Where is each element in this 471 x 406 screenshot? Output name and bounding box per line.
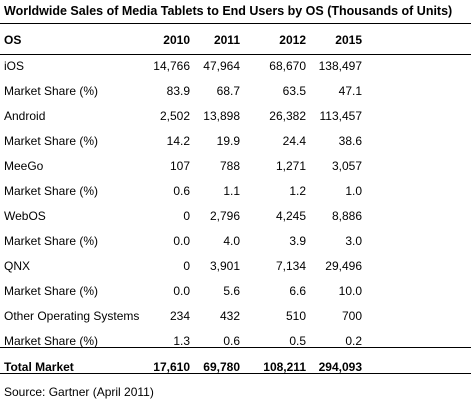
units-value-2012: 26,382 (269, 108, 306, 123)
os-name: MeeGo (4, 158, 44, 173)
share-value-2012: 63.5 (282, 83, 306, 98)
units-value-2010: 0 (183, 258, 190, 273)
os-name: Android (4, 108, 46, 123)
share-value-2012: 24.4 (282, 133, 306, 148)
market-share-row: Market Share (%) 0.6 1.1 1.2 1.0 (0, 178, 471, 203)
market-share-label: Market Share (%) (4, 283, 99, 298)
os-row: MeeGo 107 788 1,271 3,057 (0, 153, 471, 178)
units-value-2015: 29,496 (325, 258, 362, 273)
total-2015: 294,093 (318, 359, 362, 374)
total-divider (0, 347, 471, 348)
units-value-2011: 3,901 (209, 258, 240, 273)
header-divider (0, 54, 471, 55)
os-name: WebOS (4, 208, 46, 223)
units-value-2011: 432 (219, 308, 240, 323)
units-value-2010: 107 (169, 158, 190, 173)
units-value-2015: 138,497 (318, 58, 362, 73)
units-value-2010: 2,502 (159, 108, 190, 123)
share-value-2011: 1.1 (223, 183, 240, 198)
table-title: Worldwide Sales of Media Tablets to End … (4, 4, 453, 18)
share-value-2012: 6.6 (289, 283, 306, 298)
share-value-2015: 1.0 (345, 183, 362, 198)
units-value-2015: 8,886 (331, 208, 362, 223)
share-value-2012: 0.5 (289, 333, 306, 348)
os-row: WebOS 0 2,796 4,245 8,886 (0, 203, 471, 228)
title-divider (0, 23, 471, 24)
units-value-2012: 7,134 (275, 258, 306, 273)
market-share-row: Market Share (%) 14.2 19.9 24.4 38.6 (0, 128, 471, 153)
os-row: Android 2,502 13,898 26,382 113,457 (0, 103, 471, 128)
share-value-2011: 4.0 (223, 233, 240, 248)
market-share-label: Market Share (%) (4, 83, 99, 98)
os-name: QNX (4, 258, 31, 273)
units-value-2012: 1,271 (275, 158, 306, 173)
units-value-2011: 13,898 (203, 108, 240, 123)
total-label: Total Market (4, 359, 74, 374)
units-value-2010: 14,766 (153, 58, 190, 73)
share-value-2011: 19.9 (216, 133, 240, 148)
share-value-2015: 0.2 (345, 333, 362, 348)
share-value-2010: 0.6 (173, 183, 190, 198)
units-value-2012: 4,245 (275, 208, 306, 223)
units-value-2010: 0 (183, 208, 190, 223)
os-row: QNX 0 3,901 7,134 29,496 (0, 253, 471, 278)
os-name: iOS (4, 58, 25, 73)
share-value-2015: 3.0 (345, 233, 362, 248)
share-value-2015: 38.6 (338, 133, 362, 148)
units-value-2012: 510 (285, 308, 306, 323)
share-value-2010: 1.3 (173, 333, 190, 348)
header-2010: 2010 (163, 33, 190, 47)
share-value-2010: 0.0 (173, 283, 190, 298)
market-share-label: Market Share (%) (4, 133, 99, 148)
units-value-2015: 113,457 (319, 108, 363, 123)
share-value-2011: 68.7 (216, 83, 240, 98)
table-body: iOS 14,766 47,964 68,670 138,497 Market Share… (0, 53, 471, 353)
share-value-2011: 0.6 (223, 333, 240, 348)
units-value-2011: 47,964 (203, 58, 240, 73)
header-row: OS 2010 2011 2012 2015 (0, 27, 471, 53)
sales-table: OS 2010 2011 2012 2015 iOS 14,766 47,964 68… (0, 27, 471, 380)
market-share-label: Market Share (%) (4, 183, 99, 198)
market-share-row: Market Share (%) 0.0 5.6 6.6 10.0 (0, 278, 471, 303)
units-value-2011: 788 (219, 158, 240, 173)
units-value-2012: 68,670 (269, 58, 306, 73)
header-2011: 2011 (213, 33, 240, 47)
header-os: OS (4, 33, 22, 47)
share-value-2010: 14.2 (166, 133, 190, 148)
total-row: Total Market 17,610 69,780 108,211 294,0… (0, 353, 471, 380)
source-note: Source: Gartner (April 2011) (4, 385, 154, 399)
total-2012: 108,211 (263, 359, 306, 374)
os-name: Other Operating Systems (4, 308, 140, 323)
os-row: Other Operating Systems 234 432 510 700 (0, 303, 471, 328)
share-value-2012: 1.2 (289, 183, 306, 198)
market-share-row: Market Share (%) 1.3 0.6 0.5 0.2 (0, 328, 471, 353)
share-value-2010: 83.9 (166, 83, 190, 98)
os-row: iOS 14,766 47,964 68,670 138,497 (0, 53, 471, 78)
share-value-2012: 3.9 (289, 233, 306, 248)
share-value-2015: 47.1 (338, 83, 362, 98)
market-share-row: Market Share (%) 83.9 68.7 63.5 47.1 (0, 78, 471, 103)
bottom-divider (0, 373, 471, 374)
header-2015: 2015 (335, 33, 362, 47)
market-share-label: Market Share (%) (4, 333, 99, 348)
total-2010: 17,610 (153, 359, 190, 374)
market-share-row: Market Share (%) 0.0 4.0 3.9 3.0 (0, 228, 471, 253)
units-value-2010: 234 (169, 308, 190, 323)
units-value-2011: 2,796 (209, 208, 240, 223)
total-2011: 69,780 (203, 359, 240, 374)
units-value-2015: 3,057 (331, 158, 362, 173)
share-value-2011: 5.6 (223, 283, 240, 298)
share-value-2015: 10.0 (338, 283, 362, 298)
header-2012: 2012 (279, 33, 306, 47)
market-share-label: Market Share (%) (4, 233, 99, 248)
share-value-2010: 0.0 (173, 233, 190, 248)
units-value-2015: 700 (341, 308, 362, 323)
